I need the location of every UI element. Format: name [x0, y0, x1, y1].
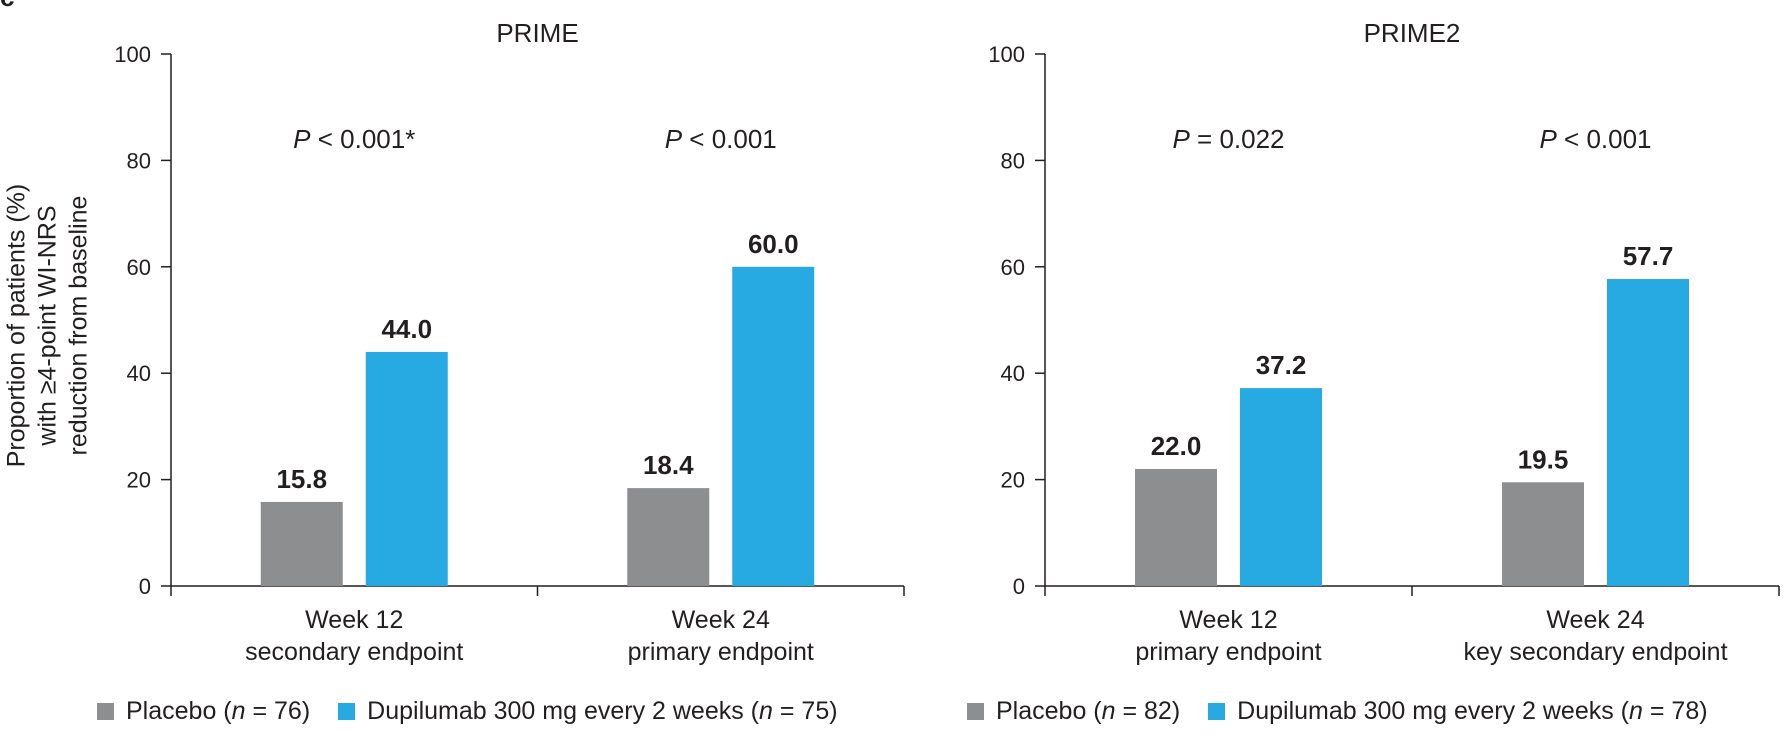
legend-text-dupilumab: Dupilumab 300 mg every 2 weeks (n = 75): [367, 696, 838, 725]
bar-dupilumab: [1240, 388, 1322, 586]
p-value-label: P < 0.001: [665, 124, 777, 154]
bar-placebo: [1135, 468, 1217, 586]
legend-item-dupilumab: Dupilumab 300 mg every 2 weeks (n = 75): [338, 696, 838, 726]
legend-item-placebo: Placebo (n = 76): [97, 697, 310, 726]
bar-placebo: [1502, 482, 1584, 586]
x-tick-label: Week 12: [1179, 606, 1277, 634]
y-tick-label: 0: [139, 574, 151, 599]
y-tick-label: 100: [114, 42, 151, 67]
y-tick-label: 60: [127, 255, 151, 280]
legend-swatch-placebo: [967, 702, 984, 720]
y-tick-label: 20: [127, 468, 151, 493]
legend-item-placebo: Placebo (n = 82): [967, 697, 1180, 726]
bar-value-label: 60.0: [748, 229, 799, 259]
legend-text-placebo: Placebo (n = 76): [126, 696, 311, 725]
legend-text-dupilumab: Dupilumab 300 mg every 2 weeks (n = 78): [1237, 696, 1708, 725]
bar-dupilumab: [1607, 279, 1689, 586]
panel-letter: c: [0, 0, 14, 12]
y-tick-label: 40: [1001, 361, 1025, 386]
bar-value-label: 44.0: [381, 314, 432, 344]
y-tick-label: 80: [127, 148, 151, 173]
bar-placebo: [260, 501, 343, 586]
legend-prime: Placebo (n = 76) Dupilumab 300 mg every …: [97, 694, 866, 728]
chart-panel-prime2: PRIME2 0 20 40 60 80 100 Week 12 primary endpoin…: [988, 18, 1780, 666]
y-axis-title-line-3: reduction from baseline: [64, 195, 93, 456]
x-tick-label: primary endpoint: [1135, 638, 1321, 666]
y-axis-title-line-1: Proportion of patients (%): [2, 183, 31, 468]
bar-value-label: 57.7: [1623, 241, 1674, 271]
legend-swatch-dupilumab: [338, 702, 356, 720]
bar-value-label: 15.8: [276, 464, 327, 494]
y-axis-title: Proportion of patients (%) with ≥4-point…: [3, 26, 93, 626]
y-tick-label: 20: [1001, 468, 1025, 493]
x-tick-label: Week 12: [305, 606, 403, 634]
legend-swatch-dupilumab: [1208, 702, 1226, 720]
bar-placebo: [627, 488, 710, 586]
chart-title: PRIME: [496, 18, 578, 48]
bar-value-label: 18.4: [643, 450, 694, 480]
y-tick-label: 40: [127, 361, 151, 386]
y-tick-label: 100: [988, 42, 1025, 67]
y-tick-label: 60: [1001, 255, 1025, 280]
bar-dupilumab: [365, 351, 448, 586]
legend-swatch-placebo: [97, 702, 114, 720]
bar-value-label: 19.5: [1518, 444, 1569, 474]
p-value-label: P = 0.022: [1172, 124, 1284, 154]
legend-item-dupilumab: Dupilumab 300 mg every 2 weeks (n = 78): [1208, 696, 1708, 726]
y-tick-label: 0: [1013, 574, 1025, 599]
legend-prime2: Placebo (n = 82) Dupilumab 300 mg every …: [967, 694, 1736, 728]
x-tick-label: key secondary endpoint: [1463, 638, 1727, 666]
y-axis-title-line-2: with ≥4-point WI-NRS: [33, 205, 62, 446]
bar-value-label: 22.0: [1151, 431, 1202, 461]
p-value-label: P < 0.001*: [293, 124, 415, 154]
x-tick-label: Week 24: [672, 606, 770, 634]
legend-text-placebo: Placebo (n = 82): [996, 696, 1181, 725]
x-tick-label: secondary endpoint: [245, 638, 463, 666]
bar-value-label: 37.2: [1256, 350, 1307, 380]
x-tick-label: primary endpoint: [628, 638, 814, 666]
x-tick-label: Week 24: [1546, 606, 1644, 634]
y-tick-label: 80: [1001, 148, 1025, 173]
chart-panel-prime: PRIME 0 20 40 60 80 100 Week 12 secondary endpoi…: [114, 18, 905, 666]
chart-title: PRIME2: [1364, 18, 1461, 48]
p-value-label: P < 0.001: [1539, 124, 1651, 154]
bar-dupilumab: [732, 266, 815, 586]
